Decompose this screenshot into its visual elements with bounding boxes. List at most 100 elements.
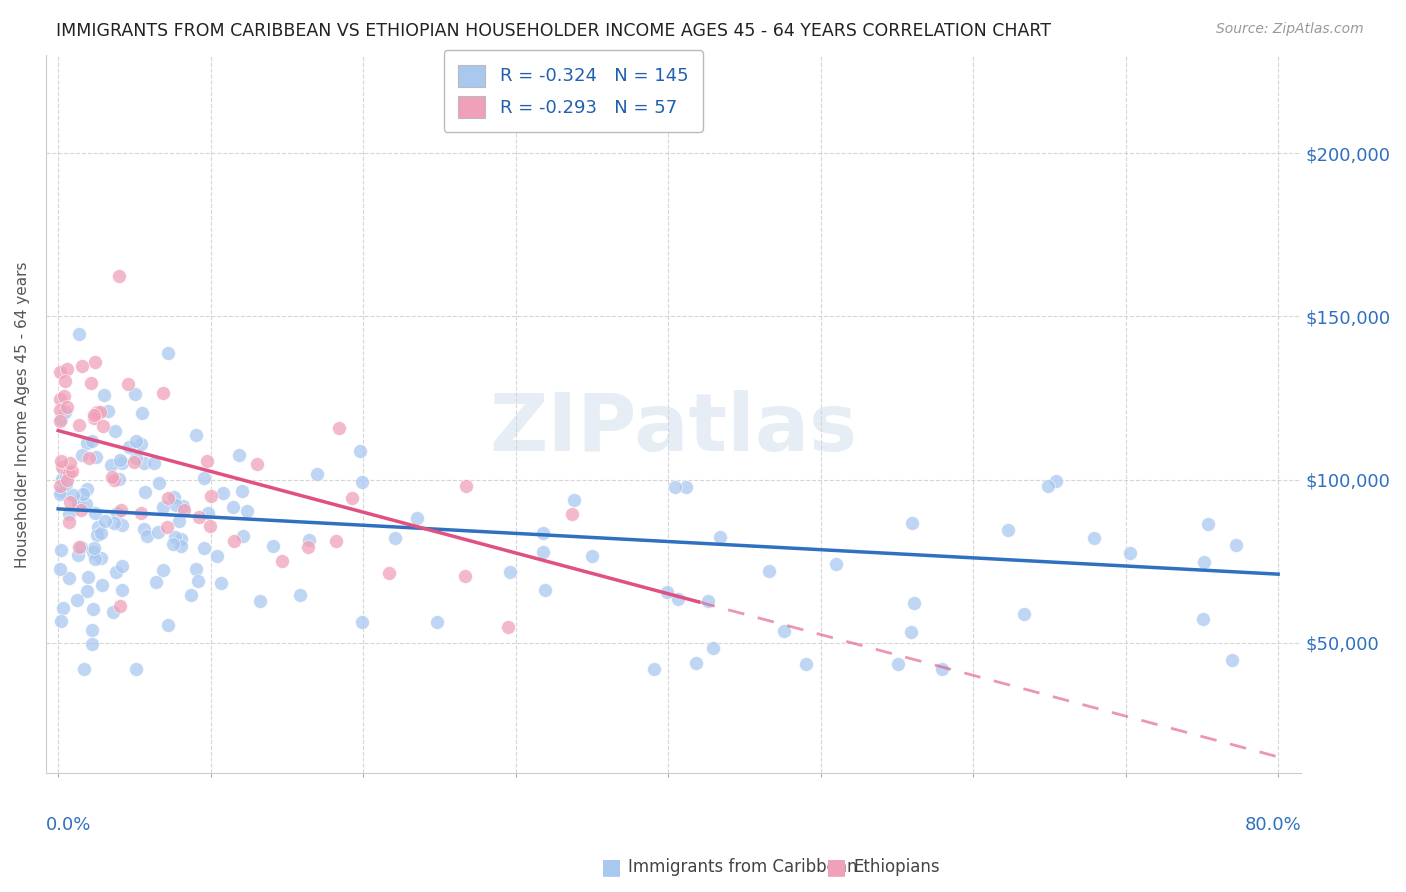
Point [131, 436, 153, 450]
Text: Source: ZipAtlas.com: Source: ZipAtlas.com [1216, 22, 1364, 37]
Point [173, 503, 195, 517]
Point [198, 518, 221, 533]
Point [564, 493, 586, 508]
Point [87, 520, 110, 534]
Point [1083, 531, 1105, 545]
Point [56, 362, 79, 376]
Point [162, 537, 184, 551]
Point [80, 637, 103, 651]
Point [86, 405, 108, 419]
Point [197, 506, 219, 520]
Text: 80.0%: 80.0% [1244, 816, 1301, 834]
Text: ■: ■ [827, 857, 846, 877]
Point [758, 564, 780, 578]
Point [531, 526, 554, 541]
Point [53, 405, 76, 419]
Point [134, 456, 156, 470]
Point [129, 507, 152, 521]
Text: IMMIGRANTS FROM CARIBBEAN VS ETHIOPIAN HOUSEHOLDER INCOME AGES 45 - 64 YEARS COR: IMMIGRANTS FROM CARIBBEAN VS ETHIOPIAN H… [56, 22, 1052, 40]
Point [108, 268, 131, 283]
Legend: R = -0.324   N = 145, R = -0.293   N = 57: R = -0.324 N = 145, R = -0.293 N = 57 [443, 50, 703, 132]
Point [104, 566, 127, 580]
Point [156, 519, 179, 533]
Point [111, 456, 134, 470]
Point [170, 540, 193, 554]
Point [533, 583, 555, 598]
Point [58, 507, 80, 521]
Point [903, 596, 925, 610]
Text: Immigrants from Caribbean: Immigrants from Caribbean [628, 858, 858, 876]
Point [67, 548, 90, 562]
Point [91, 578, 114, 592]
Point [157, 491, 180, 505]
Point [56, 474, 79, 488]
Point [1197, 517, 1219, 532]
Point [163, 530, 186, 544]
Point [83, 541, 105, 555]
Point [1118, 546, 1140, 560]
Point [55, 400, 77, 414]
Point [931, 662, 953, 676]
Point [124, 387, 146, 401]
Point [675, 480, 697, 494]
Point [350, 615, 373, 629]
Point [58, 466, 80, 480]
Point [59, 456, 82, 470]
Point [685, 656, 707, 670]
Point [82, 544, 104, 558]
Point [49, 483, 72, 498]
Point [561, 507, 583, 521]
Point [84, 450, 107, 464]
Point [124, 662, 146, 676]
Point [531, 544, 554, 558]
Point [91, 419, 114, 434]
Point [298, 533, 321, 548]
Point [581, 549, 603, 564]
Point [49, 365, 72, 379]
Point [134, 485, 156, 500]
Point [101, 605, 124, 619]
Point [702, 641, 724, 656]
Point [80, 623, 103, 637]
Point [48, 414, 70, 428]
Point [297, 540, 319, 554]
Point [231, 483, 253, 498]
Point [132, 522, 155, 536]
Text: Ethiopians: Ethiopians [853, 858, 941, 876]
Point [148, 525, 170, 540]
Point [328, 421, 350, 435]
Point [901, 516, 924, 530]
Point [228, 448, 250, 462]
Point [197, 454, 219, 468]
Point [1192, 612, 1215, 626]
Point [48, 479, 70, 493]
Point [236, 504, 259, 518]
Point [340, 491, 363, 505]
Point [69, 541, 91, 555]
Point [1012, 607, 1035, 621]
Point [117, 377, 139, 392]
Point [59, 494, 82, 508]
Point [70, 503, 93, 517]
Point [209, 576, 232, 591]
Point [184, 428, 207, 442]
Point [666, 591, 689, 606]
Point [180, 588, 202, 602]
Point [51, 472, 73, 486]
Point [193, 541, 215, 555]
Point [170, 533, 193, 547]
Point [80, 376, 103, 390]
Point [796, 657, 818, 672]
Point [167, 515, 190, 529]
Point [49, 412, 72, 426]
Point [205, 549, 228, 563]
Point [499, 565, 522, 579]
Point [70, 448, 93, 462]
Point [325, 534, 347, 549]
Point [125, 434, 148, 448]
Point [72, 487, 94, 501]
Point [52, 601, 75, 615]
Point [997, 523, 1019, 537]
Point [200, 489, 222, 503]
Point [86, 527, 108, 541]
